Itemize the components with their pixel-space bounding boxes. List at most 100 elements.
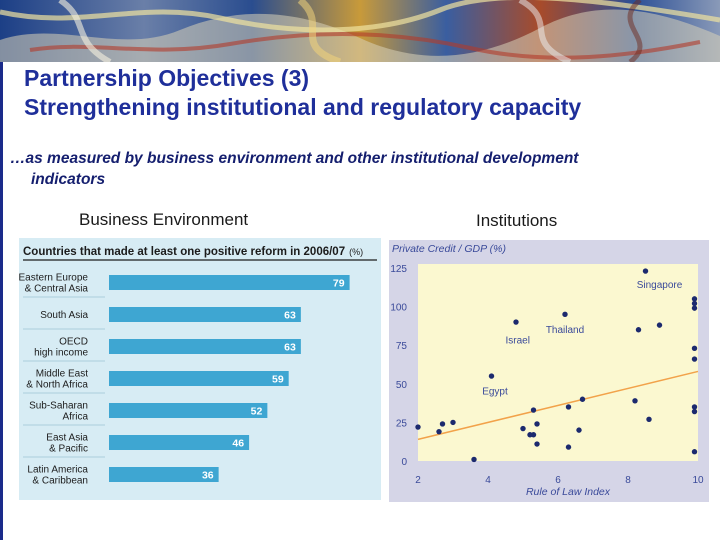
bar-category-label-line: & Pacific	[49, 444, 88, 455]
bar-value-label: 59	[272, 374, 284, 386]
bar-value-label: 79	[333, 278, 345, 290]
scatter-point	[450, 419, 456, 426]
scatter-point	[534, 441, 540, 447]
institutions-heading: Institutions	[476, 211, 558, 230]
y-tick-label: 50	[396, 380, 408, 391]
point-annotation: Israel	[506, 336, 530, 347]
bar-category-label-line: East Asia	[46, 433, 88, 444]
scatter-point	[691, 345, 698, 351]
point-annotation: Thailand	[546, 325, 584, 336]
bar-chart-svg: Countries that made at least one positiv…	[19, 246, 377, 487]
y-tick-label: 100	[390, 303, 407, 314]
scatter-point	[691, 449, 698, 455]
scatter-point	[691, 356, 698, 362]
y-tick-label: 25	[396, 418, 408, 429]
x-tick-label: 10	[692, 475, 704, 486]
scatter-ticks: 0 25 50 75 100 125 2 4 6 8 10	[390, 264, 704, 486]
scatter-plot-area	[418, 264, 698, 461]
bar-category-label-line: Middle East	[36, 369, 88, 380]
bar-series: Eastern Europe & Central Asia 79 South Asia…	[19, 273, 350, 487]
bar-chart-title: Countries that made at least one positiv…	[23, 246, 363, 258]
business-environment-chart: Countries that made at least one positiv…	[19, 238, 381, 500]
slide-subtitle: …as measured by business environment and…	[10, 148, 710, 190]
y-tick-label: 75	[396, 341, 408, 352]
bar-category-label-line: South Asia	[40, 310, 88, 321]
scatter-point	[436, 428, 442, 435]
bar-category-label-line: high income	[34, 348, 88, 359]
bar-category-label-line: & Central Asia	[25, 284, 89, 295]
scatter-point	[439, 421, 446, 427]
title-line-1: Partnership Objectives (3)	[24, 65, 310, 91]
point-annotation: Singapore	[637, 280, 683, 291]
bar-category-label: South Asia	[40, 310, 88, 321]
scatter-point	[691, 300, 698, 307]
scatter-point	[565, 444, 572, 450]
bar-chart-title-suffix: (%)	[349, 247, 363, 257]
x-tick-label: 8	[625, 475, 631, 486]
scatter-point	[562, 311, 568, 318]
bar-value-label: 52	[251, 406, 263, 418]
x-tick-label: 6	[555, 475, 561, 486]
scatter-point	[415, 424, 421, 430]
scatter-point	[691, 296, 698, 302]
subtitle-line-1: …as measured by business environment and…	[10, 150, 579, 167]
slide-title: Partnership Objectives (3) Strengthening…	[24, 64, 714, 122]
painted-banner	[0, 0, 720, 62]
bar-value-label: 46	[232, 438, 244, 450]
trend-line	[417, 370, 699, 441]
banner-artwork	[0, 0, 720, 62]
scatter-point	[576, 427, 582, 433]
scatter-point	[534, 421, 540, 427]
bar-category-label: Latin America & Caribbean	[27, 465, 88, 487]
bar	[109, 275, 350, 290]
x-tick-label: 2	[415, 475, 421, 486]
bar	[109, 403, 268, 418]
bar-category-label-line: Africa	[62, 412, 88, 423]
bar-chart-title-main: Countries that made at least one positiv…	[23, 246, 345, 258]
scatter-point	[530, 407, 537, 413]
bar-category-label: OECD high income	[34, 337, 88, 359]
bar-category-label: East Asia & Pacific	[46, 433, 88, 455]
bar-category-label-line: Sub-Saharan	[29, 401, 88, 412]
scatter-point	[691, 408, 698, 415]
bar	[109, 371, 289, 386]
scatter-point	[471, 456, 477, 463]
scatter-point	[635, 327, 642, 333]
bar-value-label: 63	[284, 310, 296, 322]
scatter-point	[530, 432, 537, 438]
scatter-point	[646, 416, 652, 423]
scatter-chart-title: Private Credit / GDP (%)	[392, 243, 506, 255]
scatter-point	[642, 268, 649, 274]
bar-category-label-line: Latin America	[27, 465, 88, 476]
scatter-point	[691, 305, 698, 311]
scatter-point	[656, 322, 663, 328]
bar-category-label: Middle East & North Africa	[26, 369, 88, 391]
slide-left-rule	[0, 62, 3, 540]
bar-value-label: 36	[202, 470, 214, 482]
bar-category-label-line: OECD	[59, 337, 88, 348]
institutions-chart: Private Credit / GDP (%) 0 25 50 75 100 125 2 4…	[389, 240, 709, 502]
title-line-2: Strengthening institutional and regulato…	[24, 94, 582, 120]
bar-category-label-line: Eastern Europe	[19, 273, 88, 284]
bar-category-label: Sub-Saharan Africa	[29, 401, 88, 423]
bar	[109, 307, 301, 322]
bar-category-label-line: & Caribbean	[32, 476, 88, 487]
scatter-point	[691, 404, 698, 410]
bar	[109, 339, 301, 354]
scatter-point	[513, 319, 519, 325]
y-tick-label: 125	[390, 264, 407, 275]
point-annotation: Egypt	[482, 387, 508, 398]
subtitle-line-2: indicators	[31, 171, 106, 188]
scatter-point	[632, 398, 638, 404]
bar-value-label: 63	[284, 342, 296, 354]
y-tick-label: 0	[401, 457, 407, 468]
scatter-point	[488, 373, 495, 379]
x-tick-label: 4	[485, 475, 491, 486]
scatter-chart-svg: Private Credit / GDP (%) 0 25 50 75 100 125 2 4…	[390, 243, 704, 498]
bar-category-label: Eastern Europe & Central Asia	[19, 273, 88, 295]
bar-category-label-line: & North Africa	[26, 380, 88, 391]
scatter-annotations: Singapore Thailand Israel Egypt	[482, 280, 683, 398]
business-environment-heading: Business Environment	[79, 210, 249, 229]
scatter-points	[415, 268, 698, 463]
scatter-x-axis-label: Rule of Law Index	[526, 486, 611, 498]
